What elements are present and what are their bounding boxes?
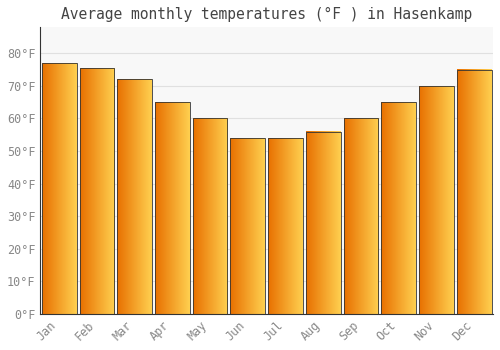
Bar	[457, 70, 492, 314]
Bar	[344, 119, 378, 314]
Bar	[306, 132, 340, 314]
Bar	[382, 102, 416, 314]
Bar	[268, 138, 303, 314]
Bar	[419, 86, 454, 314]
Bar	[230, 138, 265, 314]
Bar	[80, 68, 114, 314]
Bar	[155, 102, 190, 314]
Bar	[192, 119, 228, 314]
Bar	[118, 79, 152, 314]
Bar	[42, 63, 76, 314]
Title: Average monthly temperatures (°F ) in Hasenkamp: Average monthly temperatures (°F ) in Ha…	[61, 7, 472, 22]
